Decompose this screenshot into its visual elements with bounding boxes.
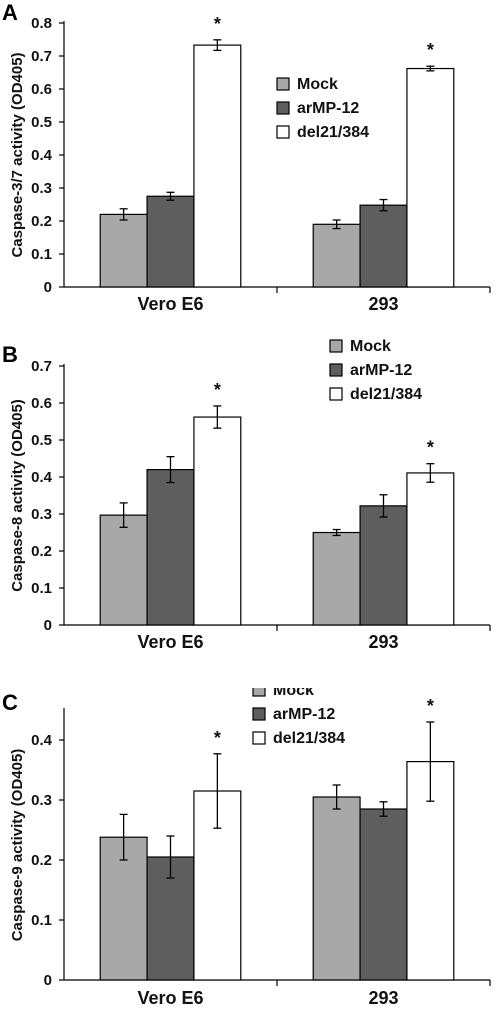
bar-armp-12: [146, 469, 195, 626]
bar-del21-384: [193, 416, 242, 626]
legend-label: arMP-12: [297, 100, 359, 117]
y-tick-label: 0: [44, 972, 52, 989]
legend-swatch: [329, 363, 343, 377]
significance-marker: *: [427, 696, 434, 716]
legend-label: del21/384: [297, 124, 369, 141]
legend-swatch: [329, 387, 343, 401]
y-tick-label: 0.5: [31, 432, 52, 449]
y-tick-label: 0.4: [31, 147, 53, 164]
bar-armp-12: [359, 204, 408, 288]
y-tick-label: 0: [44, 617, 52, 634]
y-axis-title: Caspase-8 activity (OD405): [9, 399, 26, 592]
legend-swatch: [276, 101, 290, 115]
bar-del21-384: [193, 44, 242, 288]
bar-armp-12: [359, 808, 408, 981]
y-tick-label: 0.4: [31, 732, 53, 749]
y-tick-label: 0.2: [31, 543, 52, 560]
significance-marker: *: [214, 14, 221, 34]
y-tick-label: 0.7: [31, 358, 52, 375]
bar-del21-384: [406, 472, 455, 626]
bar-del21-384: [406, 67, 455, 288]
chart-panel-c: C Caspase-9 activity (OD405) 0 0.1 0.2 0.3 0.4…: [2, 688, 491, 1008]
legend-swatch: [276, 125, 290, 139]
bar-armp-12: [146, 195, 195, 288]
bar-mock: [312, 531, 361, 626]
chart-panel-b: B Caspase-8 activity (OD405) 0 0.1 0.2 0.3 0.4…: [2, 338, 491, 652]
legend-label: del21/384: [350, 386, 422, 403]
y-tick-label: 0.5: [31, 114, 52, 131]
legend-label: del21/384: [273, 730, 345, 747]
legend-label: Mock: [350, 338, 391, 355]
bar-mock: [312, 223, 361, 288]
legend-swatch: [276, 77, 290, 91]
significance-marker: *: [214, 728, 221, 748]
significance-marker: *: [427, 438, 434, 458]
panel-letter: B: [2, 342, 18, 367]
legend-swatch: [252, 688, 266, 697]
y-axis-title: Caspase-9 activity (OD405): [9, 749, 26, 942]
y-tick-label: 0.1: [31, 580, 52, 597]
y-tick-label: 0.8: [31, 15, 52, 32]
y-tick-label: 0.6: [31, 395, 52, 412]
panel-letter: C: [2, 690, 18, 715]
legend-label: arMP-12: [350, 362, 412, 379]
x-category-label: 293: [368, 632, 398, 652]
significance-marker: *: [214, 380, 221, 400]
y-tick-label: 0.1: [31, 246, 52, 263]
legend-swatch: [252, 731, 266, 745]
x-category-label: Vero E6: [137, 632, 203, 652]
x-category-label: 293: [368, 988, 398, 1008]
legend-label: Mock: [297, 76, 338, 93]
y-tick-label: 0.1: [31, 912, 52, 929]
y-tick-label: 0.3: [31, 792, 52, 809]
legend-swatch: [252, 707, 266, 721]
x-category-label: 293: [368, 294, 398, 314]
y-tick-label: 0.2: [31, 213, 52, 230]
y-tick-label: 0.3: [31, 506, 52, 523]
significance-marker: *: [427, 40, 434, 60]
legend-label: Mock: [273, 688, 314, 699]
y-tick-label: 0.3: [31, 180, 52, 197]
y-tick-label: 0.4: [31, 469, 53, 486]
bar-armp-12: [359, 505, 408, 626]
bar-mock: [312, 796, 361, 981]
legend-swatch: [329, 339, 343, 353]
x-category-label: Vero E6: [137, 294, 203, 314]
bar-mock: [99, 514, 148, 626]
panel-letter: A: [2, 0, 18, 25]
chart-panel-a: A Caspase-3/7 activity (OD405) 0 0.1 0.2 0.3 0…: [2, 0, 491, 314]
y-tick-label: 0: [44, 279, 52, 296]
y-axis-title: Caspase-3/7 activity (OD405): [9, 52, 26, 257]
bar-mock: [99, 213, 148, 288]
legend-label: arMP-12: [273, 706, 335, 723]
y-tick-label: 0.6: [31, 81, 52, 98]
x-category-label: Vero E6: [137, 988, 203, 1008]
y-tick-label: 0.2: [31, 852, 52, 869]
y-tick-label: 0.7: [31, 48, 52, 65]
